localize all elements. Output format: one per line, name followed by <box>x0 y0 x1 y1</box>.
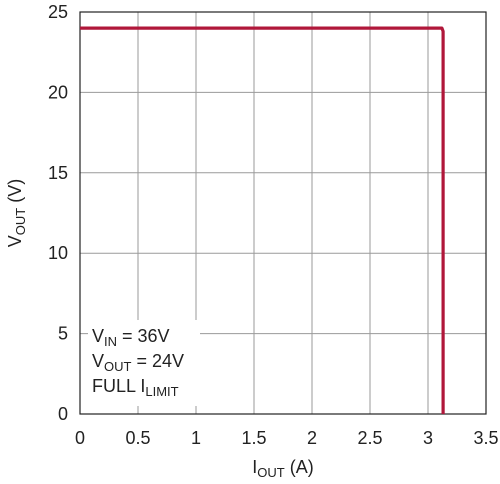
annotation-vin: VIN = 36V <box>92 326 170 349</box>
plot-frame <box>79 11 487 415</box>
x-axis-title-sub: OUT <box>257 465 285 480</box>
x-tick-label: 0.5 <box>125 428 150 448</box>
x-tick-label: 2.5 <box>357 428 382 448</box>
annotation-background <box>88 320 200 406</box>
annotation-vout: VOUT = 24V <box>92 351 184 374</box>
y-tick-label: 25 <box>48 2 68 22</box>
y-axis-title: VOUT (V) <box>5 179 28 247</box>
y-tick-label: 0 <box>58 404 68 424</box>
x-tick-label: 3.5 <box>473 428 498 448</box>
y-tick-label: 15 <box>48 163 68 183</box>
y-tick-label: 10 <box>48 243 68 263</box>
x-tick-label: 2 <box>307 428 317 448</box>
annotation-ilimit: FULL ILIMIT <box>92 376 179 399</box>
y-axis-title-sub: OUT <box>13 208 28 236</box>
x-tick-labels: 0 0.5 1 1.5 2 2.5 3 3.5 <box>75 428 499 448</box>
x-tick-label: 1.5 <box>241 428 266 448</box>
x-tick-label: 3 <box>423 428 433 448</box>
y-axis-title-main: V <box>5 235 25 247</box>
x-tick-label: 1 <box>191 428 201 448</box>
annotation-block: VIN = 36V VOUT = 24V FULL ILIMIT <box>92 326 184 399</box>
x-axis-title-main: I <box>252 457 257 477</box>
x-axis-title-unit: (A) <box>285 457 314 477</box>
x-tick-label: 0 <box>75 428 85 448</box>
y-tick-labels: 0 5 10 15 20 25 <box>48 2 68 424</box>
y-axis-title-unit: (V) <box>5 179 25 208</box>
y-tick-label: 5 <box>58 324 68 344</box>
series-line <box>80 26 445 414</box>
y-tick-label: 20 <box>48 82 68 102</box>
x-axis-title: IOUT (A) <box>252 457 313 480</box>
